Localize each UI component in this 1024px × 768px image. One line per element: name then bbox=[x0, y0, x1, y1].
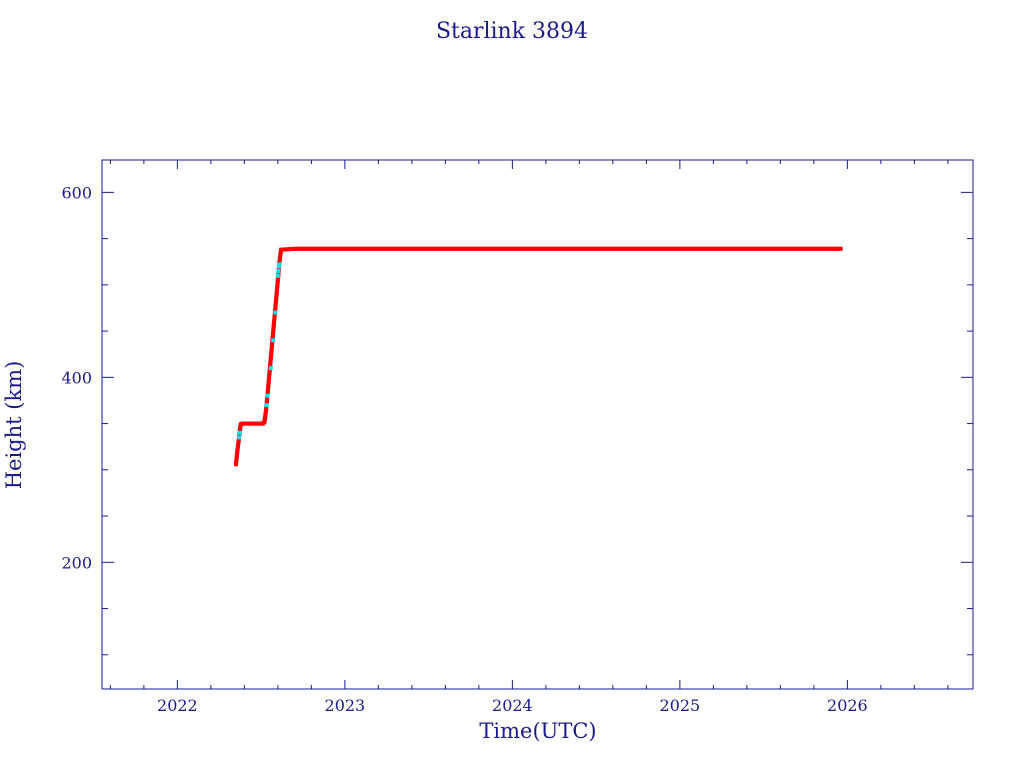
x-axis-label: Time(UTC) bbox=[479, 719, 596, 743]
x-tick-label: 2024 bbox=[492, 696, 533, 715]
y-axis-tick-labels: 200 400 600 bbox=[61, 183, 92, 572]
plot-frame bbox=[101, 159, 974, 690]
data-point bbox=[271, 338, 276, 343]
x-tick-label: 2023 bbox=[325, 696, 366, 715]
y-tick-label: 400 bbox=[61, 368, 92, 387]
x-tick-label: 2025 bbox=[660, 696, 701, 715]
x-axis-ticks bbox=[109, 160, 949, 689]
data-point bbox=[268, 366, 273, 371]
data-point bbox=[275, 273, 280, 278]
y-axis-label: Height (km) bbox=[2, 361, 26, 490]
x-tick-label: 2026 bbox=[827, 696, 868, 715]
chart-title: Starlink 3894 bbox=[436, 19, 588, 44]
data-point bbox=[237, 430, 242, 435]
data-points bbox=[234, 246, 843, 467]
x-axis-tick-labels: 2022 2023 2024 2025 2026 bbox=[157, 696, 868, 715]
series-alt bbox=[237, 262, 282, 440]
data-point bbox=[277, 262, 282, 267]
data-point bbox=[276, 268, 281, 273]
data-point bbox=[273, 310, 278, 315]
data-point bbox=[838, 246, 843, 251]
y-tick-label: 600 bbox=[61, 183, 92, 202]
y-axis-ticks bbox=[102, 191, 973, 656]
data-point bbox=[265, 393, 270, 398]
y-tick-label: 200 bbox=[61, 553, 92, 572]
data-point bbox=[264, 403, 269, 408]
x-tick-label: 2022 bbox=[157, 696, 198, 715]
series-main bbox=[234, 246, 843, 467]
data-point bbox=[237, 435, 242, 440]
